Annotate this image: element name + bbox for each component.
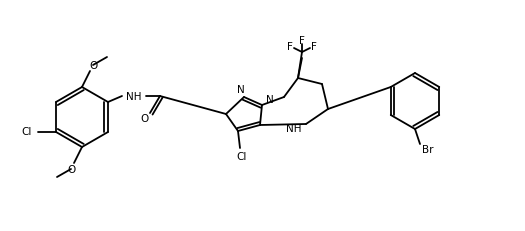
Text: O: O bbox=[141, 113, 149, 123]
Text: N: N bbox=[237, 85, 245, 94]
Text: NH: NH bbox=[126, 92, 142, 102]
Text: F: F bbox=[299, 36, 305, 46]
Text: O: O bbox=[67, 164, 75, 174]
Text: F: F bbox=[311, 42, 317, 52]
Text: F: F bbox=[287, 42, 293, 52]
Text: Cl: Cl bbox=[237, 151, 247, 161]
Text: N: N bbox=[266, 94, 274, 105]
Text: O: O bbox=[89, 61, 97, 71]
Text: Cl: Cl bbox=[22, 126, 32, 137]
Text: Br: Br bbox=[422, 144, 434, 154]
Text: NH: NH bbox=[286, 123, 302, 134]
